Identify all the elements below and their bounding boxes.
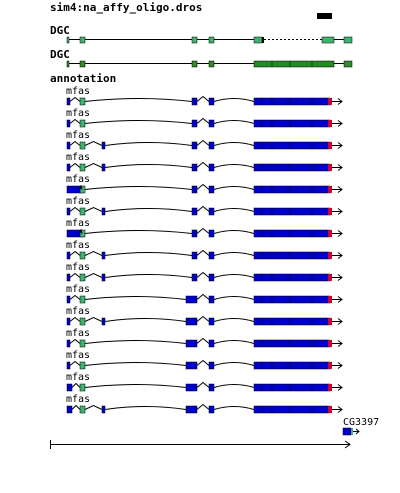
transcript-glyph[interactable] bbox=[66, 249, 343, 260]
dgc-track-title-1[interactable]: DGC bbox=[50, 24, 70, 37]
transcript-glyph[interactable] bbox=[66, 381, 343, 392]
transcript-label: mfas bbox=[66, 328, 91, 339]
ruler-scale-arrow bbox=[50, 440, 351, 449]
gene-label[interactable]: CG3397 bbox=[343, 417, 380, 428]
transcript-label: mfas bbox=[66, 152, 91, 163]
transcript-glyph[interactable] bbox=[66, 403, 343, 414]
transcript-label: mfas bbox=[66, 240, 91, 251]
transcript-label: mfas bbox=[66, 306, 91, 317]
transcript-glyph[interactable] bbox=[66, 337, 343, 348]
transcript-label: mfas bbox=[66, 130, 91, 141]
transcript-label: mfas bbox=[66, 350, 91, 361]
transcript-glyph[interactable] bbox=[66, 95, 343, 106]
transcript-glyph[interactable] bbox=[66, 315, 343, 326]
dgc-track-title-2[interactable]: DGC bbox=[50, 48, 70, 61]
transcript-label: mfas bbox=[66, 218, 91, 229]
transcript-label: mfas bbox=[66, 394, 91, 405]
transcript-glyph[interactable] bbox=[66, 227, 343, 238]
transcript-glyph[interactable] bbox=[66, 293, 343, 304]
transcript-label: mfas bbox=[66, 86, 91, 97]
transcript-label: mfas bbox=[66, 174, 91, 185]
gene-feature-CG3397[interactable] bbox=[342, 427, 360, 436]
transcript-label: mfas bbox=[66, 262, 91, 273]
transcript-label: mfas bbox=[66, 108, 91, 119]
transcript-glyph[interactable] bbox=[66, 139, 343, 150]
annotation-track-title[interactable]: annotation bbox=[50, 72, 117, 85]
transcript-label: mfas bbox=[66, 284, 91, 295]
transcript-glyph[interactable] bbox=[66, 359, 343, 370]
transcript-label: mfas bbox=[66, 196, 91, 207]
dgc-feature-1[interactable] bbox=[66, 36, 353, 44]
transcript-glyph[interactable] bbox=[66, 117, 343, 128]
transcript-label: mfas bbox=[66, 372, 91, 383]
oligo-feature[interactable] bbox=[317, 13, 332, 19]
oligo-track-title[interactable]: sim4:na_affy_oligo.dros bbox=[50, 1, 203, 14]
transcript-glyph[interactable] bbox=[66, 183, 343, 194]
transcript-glyph[interactable] bbox=[66, 161, 343, 172]
transcript-glyph[interactable] bbox=[66, 271, 343, 282]
transcript-glyph[interactable] bbox=[66, 205, 343, 216]
dgc-feature-2[interactable] bbox=[66, 60, 353, 68]
